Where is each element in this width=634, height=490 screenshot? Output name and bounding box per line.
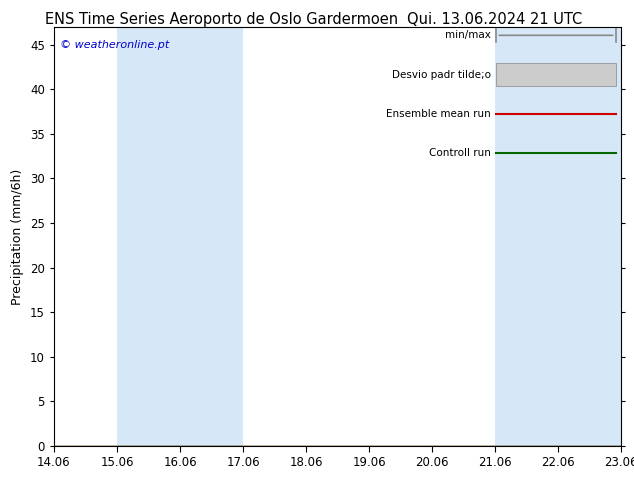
Text: Ensemble mean run: Ensemble mean run bbox=[386, 109, 491, 119]
Bar bbox=[117, 27, 243, 446]
Text: min/max: min/max bbox=[445, 30, 491, 40]
Y-axis label: Precipitation (mm/6h): Precipitation (mm/6h) bbox=[11, 168, 25, 305]
Bar bbox=[495, 27, 621, 446]
Text: © weatheronline.pt: © weatheronline.pt bbox=[60, 40, 169, 49]
Text: Qui. 13.06.2024 21 UTC: Qui. 13.06.2024 21 UTC bbox=[407, 12, 582, 27]
Text: Controll run: Controll run bbox=[429, 148, 491, 158]
Bar bbox=[496, 63, 616, 86]
Text: ENS Time Series Aeroporto de Oslo Gardermoen: ENS Time Series Aeroporto de Oslo Garder… bbox=[46, 12, 398, 27]
Text: Desvio padr tilde;o: Desvio padr tilde;o bbox=[392, 70, 491, 79]
